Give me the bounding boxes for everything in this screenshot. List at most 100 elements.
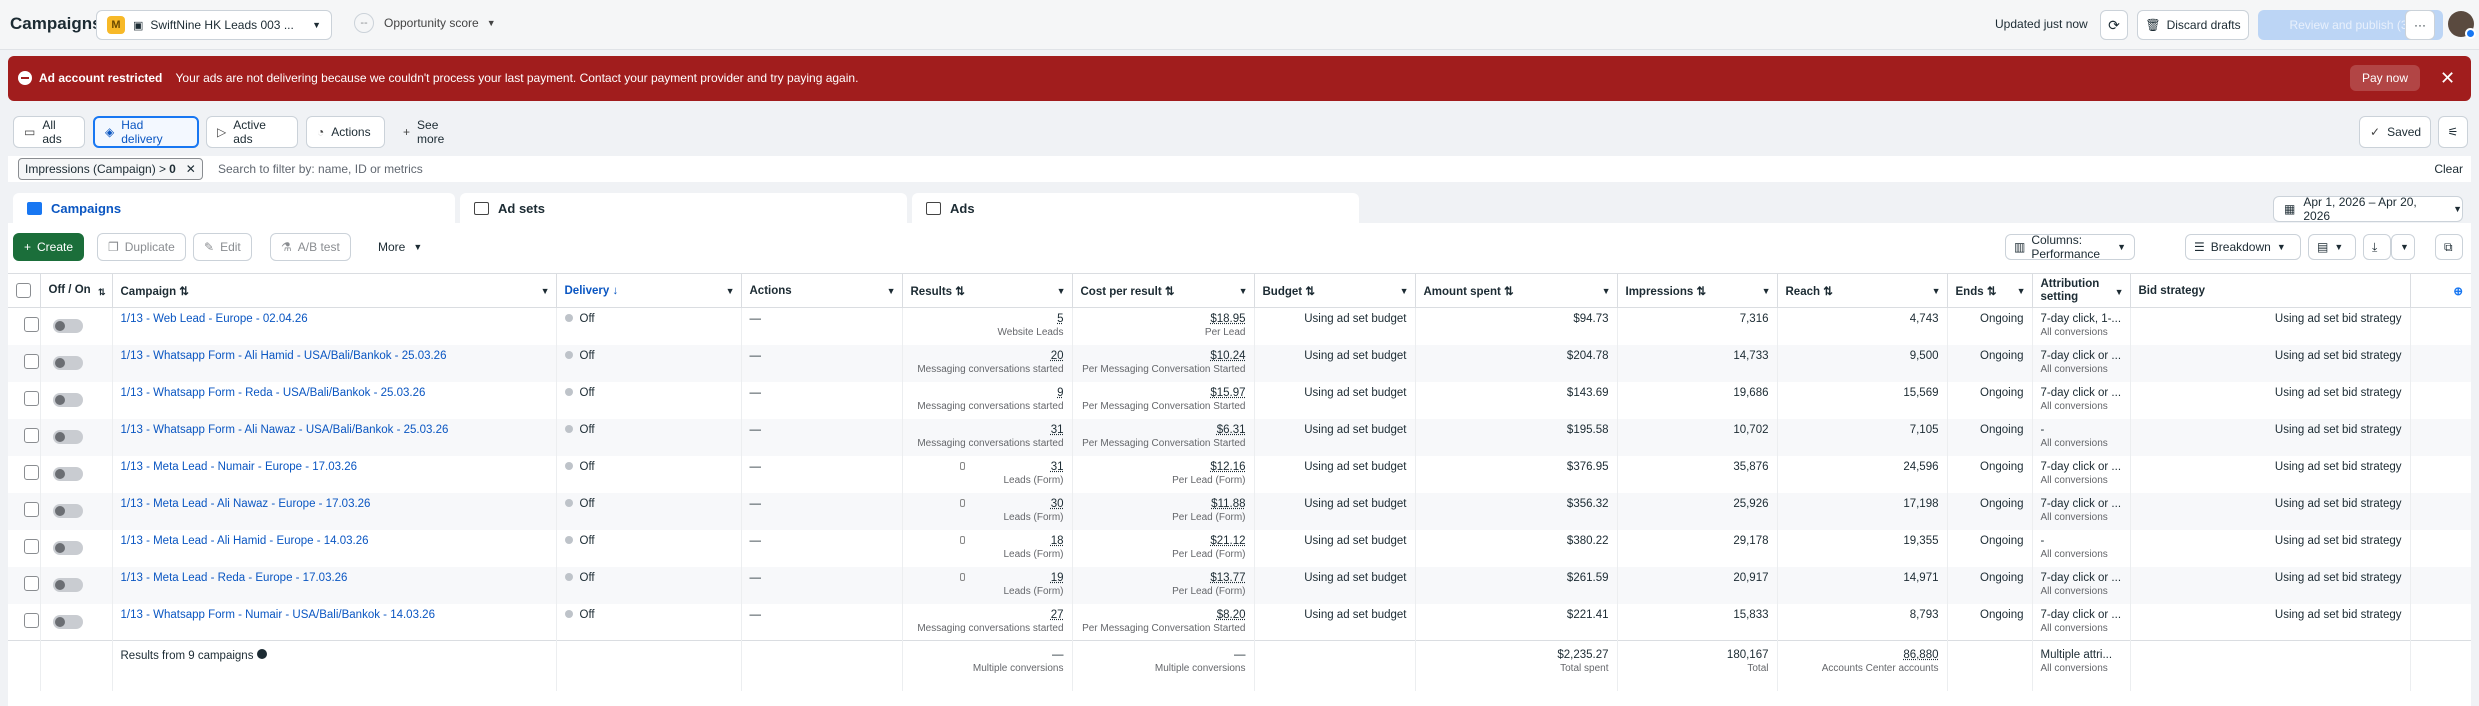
row-toggle-cell[interactable] — [40, 344, 113, 382]
campaign-name-link[interactable]: 1/13 - Whatsapp Form - Ali Nawaz - USA/B… — [120, 423, 449, 436]
row-checkbox[interactable] — [24, 353, 39, 369]
reports-button[interactable]: ▤ ▼ — [2308, 234, 2356, 260]
opportunity-score[interactable]: -- Opportunity score ▼ — [354, 13, 496, 33]
campaign-name-link[interactable]: 1/13 - Web Lead - Europe - 02.04.26 — [120, 313, 308, 325]
campaign-name-link[interactable]: 1/13 - Whatsapp Form - Reda - USA/Bali/B… — [120, 386, 426, 399]
table-row[interactable]: 1/13 - Whatsapp Form - Ali Nawaz - USA/B… — [8, 418, 2471, 456]
tab-ads[interactable]: Ads — [912, 193, 1359, 223]
remove-filter-icon[interactable]: ✕ — [185, 162, 196, 176]
more-options-button[interactable]: ··· — [2405, 10, 2435, 40]
row-toggle-cell[interactable] — [40, 603, 113, 641]
campaign-toggle[interactable] — [52, 466, 83, 481]
table-row[interactable]: 1/13 - Web Lead - Europe - 02.04.26 Off — 5… — [8, 307, 2471, 345]
close-icon[interactable]: ✕ — [2440, 68, 2456, 88]
row-select-cell[interactable] — [8, 529, 41, 567]
campaign-name-cell[interactable]: 1/13 - Whatsapp Form - Numair - USA/Bali… — [112, 603, 557, 641]
tab-campaigns[interactable]: Campaigns — [13, 193, 455, 223]
charts-button[interactable]: ⧉ — [2435, 234, 2463, 260]
row-select-cell[interactable] — [8, 566, 41, 604]
campaign-toggle[interactable] — [52, 503, 83, 518]
results-header[interactable]: Results ⇅ ▼ — [902, 273, 1073, 308]
columns-button[interactable]: ▥ Columns: Performance ▼ — [2005, 233, 2135, 261]
filter-actions[interactable]: ◔ Actions — [306, 116, 385, 148]
filter-settings-button[interactable]: ⚟ — [2438, 116, 2468, 148]
filter-had-delivery[interactable]: ◈ Had delivery — [93, 116, 199, 148]
campaign-name-cell[interactable]: 1/13 - Web Lead - Europe - 02.04.26 — [112, 307, 557, 345]
row-select-cell[interactable] — [8, 492, 41, 530]
campaign-name-cell[interactable]: 1/13 - Whatsapp Form - Ali Nawaz - USA/B… — [112, 418, 557, 456]
attribution-header[interactable]: Attribution setting ▼ — [2032, 273, 2131, 308]
see-more-button[interactable]: + See more — [393, 116, 473, 148]
account-selector[interactable]: M ▣ SwiftNine HK Leads 003 ... ▼ — [96, 10, 332, 40]
date-range-picker[interactable]: ▦ Apr 1, 2026 – Apr 20, 2026 ▼ — [2273, 195, 2463, 223]
campaign-toggle[interactable] — [52, 392, 83, 407]
campaign-toggle[interactable] — [52, 577, 83, 592]
campaign-toggle[interactable] — [52, 319, 83, 333]
row-checkbox[interactable] — [24, 501, 39, 517]
campaign-toggle[interactable] — [52, 429, 83, 444]
row-select-cell[interactable] — [8, 344, 41, 382]
table-row[interactable]: 1/13 - Meta Lead - Numair - Europe - 17.… — [8, 455, 2471, 493]
select-all-checkbox[interactable] — [16, 283, 31, 298]
campaign-header[interactable]: Campaign ⇅ ▼ — [112, 273, 557, 308]
search-input[interactable]: Search to filter by: name, ID or metrics — [218, 162, 423, 176]
row-checkbox[interactable] — [24, 390, 39, 406]
budget-header[interactable]: Budget ⇅ ▼ — [1254, 273, 1416, 308]
filter-search-bar[interactable]: Impressions (Campaign) > 0 ✕ Search to f… — [8, 156, 2471, 182]
campaign-toggle[interactable] — [52, 540, 83, 555]
spent-header[interactable]: Amount spent ⇅ ▼ — [1415, 273, 1618, 308]
saved-button[interactable]: ✓ Saved — [2359, 116, 2431, 148]
ab-test-button[interactable]: ⚗ A/B test — [270, 233, 351, 261]
campaign-name-cell[interactable]: 1/13 - Meta Lead - Ali Hamid - Europe - … — [112, 529, 557, 567]
row-toggle-cell[interactable] — [40, 492, 113, 530]
row-toggle-cell[interactable] — [40, 307, 113, 345]
discard-drafts-button[interactable]: 🗑 Discard drafts — [2137, 10, 2249, 40]
row-select-cell[interactable] — [8, 455, 41, 493]
pay-now-button[interactable]: Pay now — [2350, 65, 2420, 91]
tab-adsets[interactable]: Ad sets — [460, 193, 907, 223]
avatar[interactable] — [2448, 11, 2476, 39]
campaign-name-link[interactable]: 1/13 - Meta Lead - Numair - Europe - 17.… — [120, 460, 358, 473]
row-checkbox[interactable] — [24, 575, 39, 591]
campaign-name-cell[interactable]: 1/13 - Meta Lead - Reda - Europe - 17.03… — [112, 566, 557, 604]
campaign-toggle[interactable] — [52, 614, 83, 629]
row-checkbox[interactable] — [24, 317, 39, 332]
impressions-header[interactable]: Impressions ⇅ ▼ — [1617, 273, 1778, 308]
row-toggle-cell[interactable] — [40, 529, 113, 567]
row-toggle-cell[interactable] — [40, 418, 113, 456]
export-button[interactable]: ⤓ — [2363, 234, 2391, 260]
row-checkbox[interactable] — [24, 427, 39, 443]
onoff-header[interactable]: Off / On ⇅ — [40, 273, 113, 308]
campaign-name-link[interactable]: 1/13 - Whatsapp Form - Ali Hamid - USA/B… — [120, 349, 447, 362]
table-row[interactable]: 1/13 - Whatsapp Form - Numair - USA/Bali… — [8, 603, 2471, 641]
row-select-cell[interactable] — [8, 603, 41, 641]
more-button[interactable]: More ▼ — [368, 233, 433, 261]
campaign-name-link[interactable]: 1/13 - Meta Lead - Reda - Europe - 17.03… — [120, 571, 348, 584]
actions-header[interactable]: Actions ▼ — [741, 273, 903, 308]
table-row[interactable]: 1/13 - Meta Lead - Ali Hamid - Europe - … — [8, 529, 2471, 567]
clear-filters-button[interactable]: Clear — [2434, 162, 2463, 176]
select-all-header[interactable] — [8, 273, 41, 308]
row-checkbox[interactable] — [24, 538, 39, 554]
campaign-toggle[interactable] — [52, 355, 83, 370]
filter-chip-impressions[interactable]: Impressions (Campaign) > 0 ✕ — [18, 158, 203, 180]
table-row[interactable]: 1/13 - Whatsapp Form - Reda - USA/Bali/B… — [8, 381, 2471, 419]
duplicate-button[interactable]: ❐ Duplicate — [97, 233, 186, 261]
table-row[interactable]: 1/13 - Meta Lead - Ali Nawaz - Europe - … — [8, 492, 2471, 530]
reach-header[interactable]: Reach ⇅ ▼ — [1777, 273, 1948, 308]
row-toggle-cell[interactable] — [40, 455, 113, 493]
export-options-button[interactable]: ▼ — [2391, 234, 2415, 260]
campaign-name-link[interactable]: 1/13 - Meta Lead - Ali Hamid - Europe - … — [120, 534, 369, 547]
cpr-header[interactable]: Cost per result ⇅ ▼ — [1072, 273, 1255, 308]
add-column-icon[interactable]: ⊕ — [2453, 285, 2463, 298]
create-button[interactable]: + Create — [13, 233, 85, 261]
filter-active-ads[interactable]: ▷ Active ads — [206, 116, 298, 148]
add-column-header[interactable]: ⊕ — [2410, 273, 2471, 308]
info-icon[interactable] — [256, 649, 267, 659]
row-select-cell[interactable] — [8, 418, 41, 456]
row-checkbox[interactable] — [24, 464, 39, 480]
table-row[interactable]: 1/13 - Meta Lead - Reda - Europe - 17.03… — [8, 566, 2471, 604]
delivery-header[interactable]: Delivery ↓ ▼ — [556, 273, 742, 308]
campaign-name-link[interactable]: 1/13 - Meta Lead - Ali Nawaz - Europe - … — [120, 497, 371, 510]
table-row[interactable]: 1/13 - Whatsapp Form - Ali Hamid - USA/B… — [8, 344, 2471, 382]
